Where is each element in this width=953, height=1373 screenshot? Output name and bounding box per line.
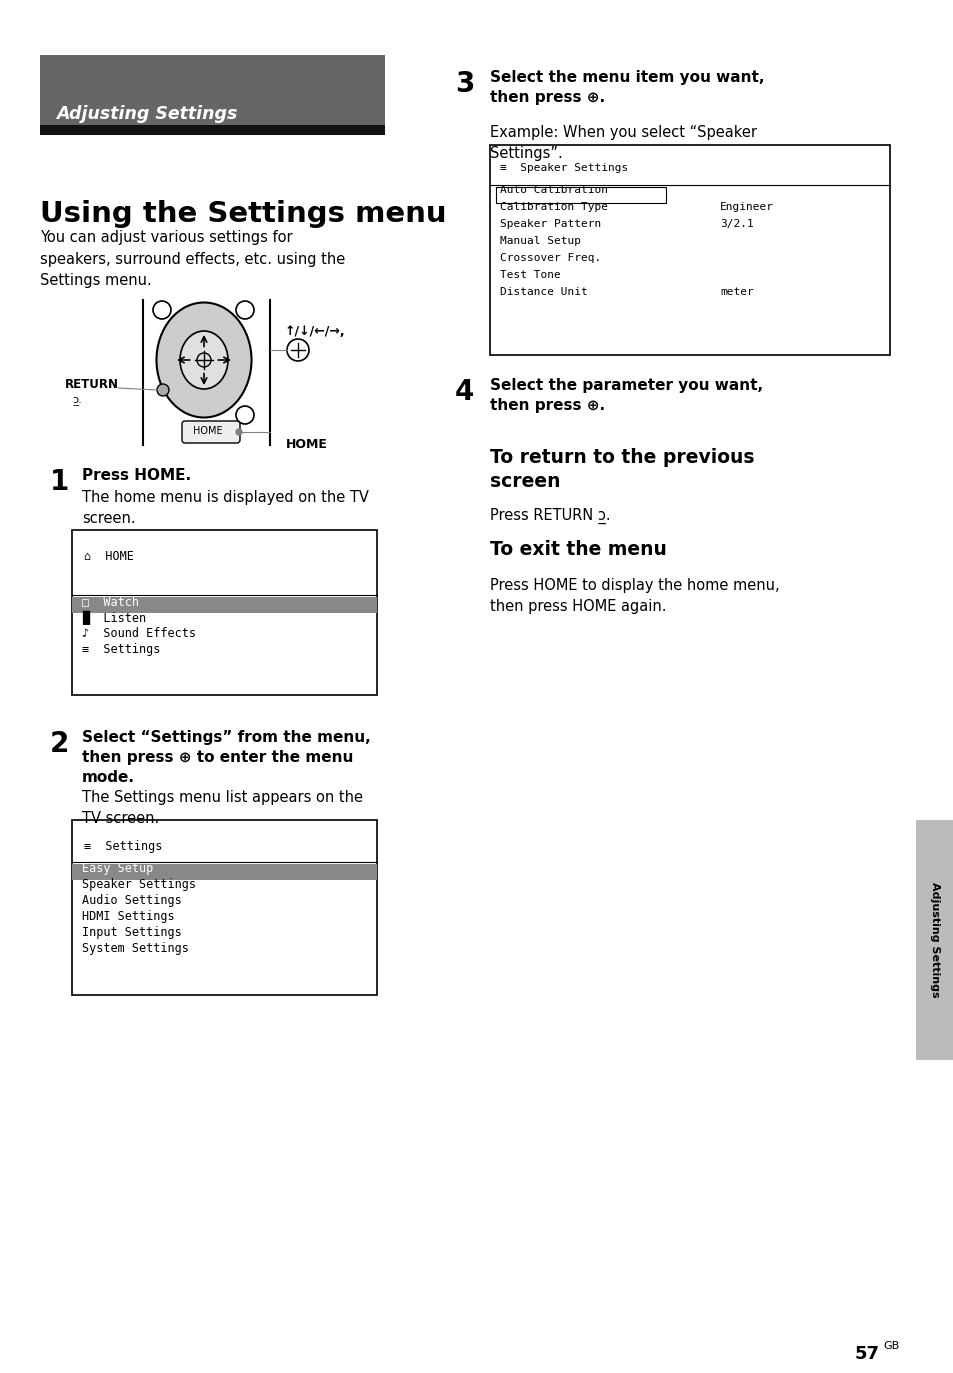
Text: Manual Setup: Manual Setup	[499, 236, 580, 246]
Text: To return to the previous
screen: To return to the previous screen	[490, 448, 754, 492]
Text: Example: When you select “Speaker
Settings”.: Example: When you select “Speaker Settin…	[490, 125, 757, 161]
Text: HDMI Settings: HDMI Settings	[82, 910, 174, 923]
Text: Distance Unit: Distance Unit	[499, 287, 587, 297]
Text: Crossover Freq.: Crossover Freq.	[499, 253, 600, 264]
Text: Input Settings: Input Settings	[82, 925, 182, 939]
Text: Press RETURN ɔ̲.: Press RETURN ɔ̲.	[490, 508, 610, 524]
Text: To exit the menu: To exit the menu	[490, 540, 666, 559]
Text: Audio Settings: Audio Settings	[82, 894, 182, 908]
Bar	[40, 125, 385, 135]
Text: 2: 2	[50, 730, 70, 758]
Text: Adjusting Settings: Adjusting Settings	[56, 104, 237, 124]
Text: Select the menu item you want,
then press ⊕.: Select the menu item you want, then pres…	[490, 70, 763, 104]
Text: 1: 1	[50, 468, 70, 496]
Ellipse shape	[180, 331, 228, 389]
Text: Adjusting Settings: Adjusting Settings	[929, 883, 939, 998]
Text: Select “Settings” from the menu,
then press ⊕ to enter the menu
mode.: Select “Settings” from the menu, then pr…	[82, 730, 371, 784]
Text: 3/2.1: 3/2.1	[720, 220, 753, 229]
Text: You can adjust various settings for
speakers, surround effects, etc. using the
S: You can adjust various settings for spea…	[40, 231, 345, 288]
Circle shape	[235, 428, 242, 435]
Text: Calibration Type: Calibration Type	[499, 202, 607, 211]
Text: 57: 57	[854, 1346, 879, 1363]
Text: The home menu is displayed on the TV
screen.: The home menu is displayed on the TV scr…	[82, 490, 369, 526]
Bar	[71, 597, 376, 612]
Bar	[915, 820, 953, 1060]
Text: ⌂  HOME: ⌂ HOME	[84, 551, 133, 563]
Text: Speaker Pattern: Speaker Pattern	[499, 220, 600, 229]
Text: Press HOME to display the home menu,
then press HOME again.: Press HOME to display the home menu, the…	[490, 578, 779, 614]
Text: System Settings: System Settings	[82, 942, 189, 956]
Text: Select the parameter you want,
then press ⊕.: Select the parameter you want, then pres…	[490, 378, 762, 413]
Text: □  Watch: □ Watch	[82, 595, 139, 608]
Text: GB: GB	[882, 1341, 899, 1351]
Bar	[40, 55, 385, 130]
Bar	[71, 530, 376, 695]
Text: The Settings menu list appears on the
TV screen.: The Settings menu list appears on the TV…	[82, 789, 363, 827]
Text: ≡  Speaker Settings: ≡ Speaker Settings	[499, 163, 628, 173]
Bar	[71, 820, 376, 995]
Text: ♪  Sound Effects: ♪ Sound Effects	[82, 627, 195, 640]
Bar	[496, 187, 665, 203]
Text: █  Listen: █ Listen	[82, 611, 146, 625]
Bar	[490, 146, 889, 356]
Text: Speaker Settings: Speaker Settings	[82, 877, 195, 891]
Ellipse shape	[156, 302, 252, 417]
Text: ≡  Settings: ≡ Settings	[82, 643, 160, 656]
Circle shape	[157, 384, 169, 395]
Text: Auto Calibration: Auto Calibration	[499, 185, 607, 195]
Text: Using the Settings menu: Using the Settings menu	[40, 200, 446, 228]
Text: ɔ̲.: ɔ̲.	[73, 395, 83, 405]
Text: Easy Setup: Easy Setup	[82, 862, 153, 875]
Text: Test Tone: Test Tone	[499, 270, 560, 280]
Text: ≡  Settings: ≡ Settings	[84, 840, 162, 853]
Text: HOME: HOME	[193, 426, 222, 437]
Bar	[71, 864, 376, 880]
Text: RETURN: RETURN	[65, 378, 119, 391]
Text: Press HOME.: Press HOME.	[82, 468, 191, 483]
FancyBboxPatch shape	[182, 422, 240, 443]
Text: ↑/↓/←/→,: ↑/↓/←/→,	[285, 325, 345, 338]
Text: 4: 4	[455, 378, 474, 406]
Text: meter: meter	[720, 287, 753, 297]
Text: HOME: HOME	[286, 438, 328, 450]
Text: Engineer: Engineer	[720, 202, 773, 211]
Text: 3: 3	[455, 70, 474, 97]
